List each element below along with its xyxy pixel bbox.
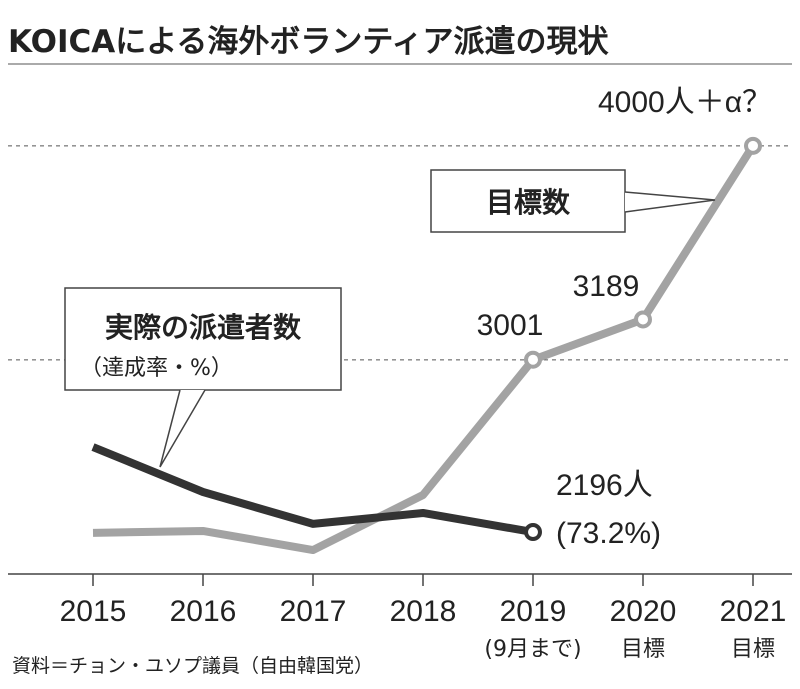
data-note: (73.2%) — [556, 517, 661, 550]
legend-box — [64, 287, 342, 391]
x-tick-label: 2018 — [390, 595, 457, 628]
point-marker — [744, 136, 762, 155]
legend-label: 実際の派遣者数 — [105, 311, 302, 344]
x-tick-label: 2015 — [60, 595, 127, 628]
legend-pointer — [159, 389, 206, 468]
data-label: 2196人 — [556, 469, 653, 502]
data-label: 4000人＋α？ — [598, 86, 772, 119]
legend-label: 目標数 — [486, 186, 571, 219]
x-tick-label: 2019 — [500, 595, 567, 628]
x-tick-note: 目標 — [731, 637, 775, 662]
legend-box — [430, 169, 626, 233]
x-tick-label: 2016 — [170, 595, 237, 628]
data-label: 3189 — [573, 270, 640, 303]
source: 資料＝チョン・ユソプ議員（自由韓国党） — [12, 655, 373, 677]
legend-subtitle: （達成率・%） — [80, 356, 233, 381]
data-label: 3001 — [477, 309, 544, 342]
x-tick-note: (9月まで) — [484, 637, 581, 662]
series-line — [91, 443, 534, 536]
chart-title: KOICAによる海外ボランティア派遣の現状 — [8, 24, 609, 60]
point-marker — [634, 310, 652, 329]
x-tick-label: 2020 — [610, 595, 677, 628]
point-marker — [524, 523, 542, 542]
x-tick-note: 目標 — [621, 637, 665, 662]
legend-pointer — [624, 191, 716, 213]
x-tick-label: 2021 — [720, 595, 787, 628]
point-marker — [524, 350, 542, 369]
x-tick-label: 2017 — [280, 595, 347, 628]
